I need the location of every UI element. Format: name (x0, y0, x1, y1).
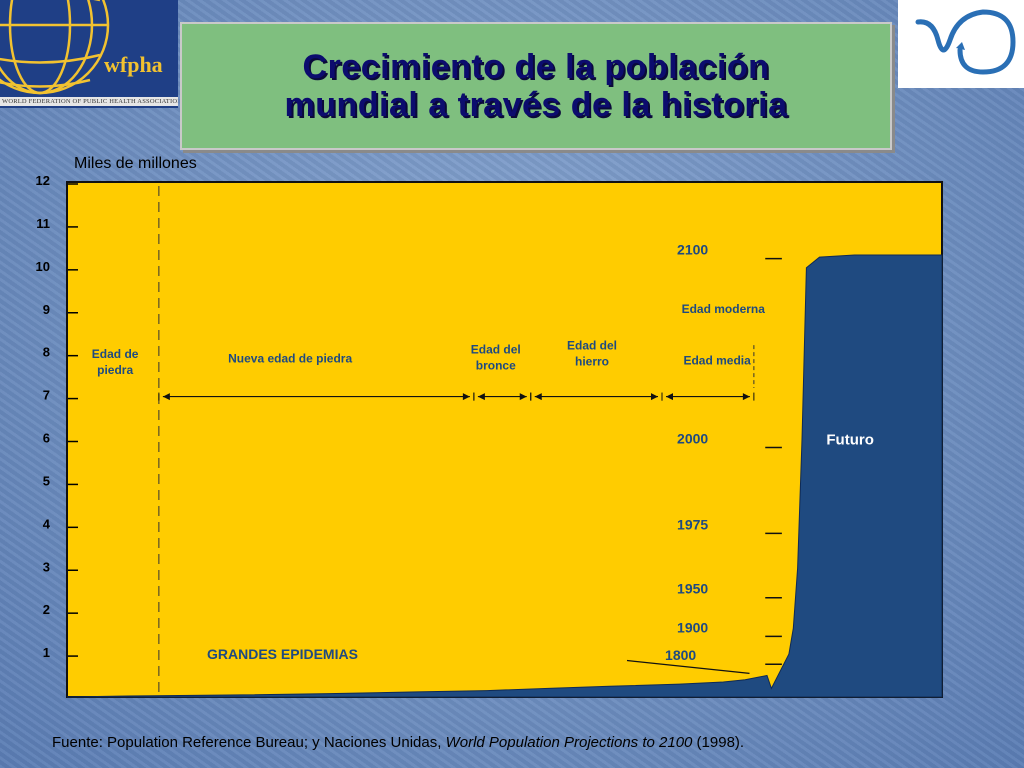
swirl-logo-icon (915, 9, 1016, 75)
era-label: Edad del bronce (471, 343, 521, 373)
year-marker-label: 1950 (677, 581, 708, 597)
future-label: Futuro (826, 432, 873, 449)
right-logo (898, 0, 1024, 88)
epidemics-label: GRANDES EPIDEMIAS (207, 646, 358, 662)
page-title-line1: Crecimiento de la población (302, 48, 770, 86)
wfpha-logo: wfpha WORLD FEDERATION OF PUBLIC HEALTH … (0, 0, 178, 108)
y-tick-label: 10 (36, 259, 50, 274)
y-tick-label: 7 (43, 388, 50, 403)
page-title-line2: mundial a través de la historia (284, 86, 788, 124)
source-suffix: (1998). (692, 734, 745, 751)
source-italic: World Population Projections to 2100 (445, 734, 693, 751)
era-label: Nueva edad de piedra (228, 351, 352, 365)
y-axis-label: Miles de millones (74, 155, 197, 172)
era-arrow-head (462, 393, 470, 401)
y-tick-label: 11 (36, 216, 50, 231)
y-tick-label: 6 (43, 431, 50, 446)
era-arrow-head (534, 393, 542, 401)
era-label: Edad media (683, 353, 751, 367)
era-arrow-head (162, 393, 170, 401)
year-marker-label: 2000 (677, 431, 708, 447)
source-prefix: Fuente: Population Reference Bureau; y N… (52, 734, 446, 751)
era-arrow-head (742, 393, 750, 401)
logo-brand-text: wfpha (104, 52, 163, 77)
year-marker-label: 2100 (677, 242, 708, 258)
y-tick-label: 4 (43, 516, 51, 531)
y-tick-label: 5 (43, 473, 50, 488)
year-marker-label: 1800 (665, 647, 696, 663)
title-box: Crecimiento de la población mundial a tr… (180, 22, 892, 150)
logo-org-text: WORLD FEDERATION OF PUBLIC HEALTH ASSOCI… (0, 97, 178, 106)
year-1800-pointer (626, 659, 750, 674)
y-tick-label: 9 (43, 302, 50, 317)
y-tick-label: 8 (43, 345, 50, 360)
y-tick-label: 1 (43, 645, 50, 660)
era-label: Edad del hierro (567, 338, 617, 368)
era-arrow-head (666, 393, 673, 401)
population-area (66, 254, 943, 698)
era-label: Edad de piedra (92, 347, 139, 377)
y-tick-label: 2 (43, 602, 50, 617)
era-arrow-head (477, 393, 485, 401)
y-tick-label: 12 (36, 173, 50, 188)
year-marker-label: 1900 (677, 619, 708, 635)
era-arrow-head (519, 393, 527, 401)
globe-icon (0, 0, 110, 95)
era-label: Edad moderna (682, 302, 766, 316)
y-tick-label: 3 (43, 559, 50, 574)
source-note: Fuente: Population Reference Bureau; y N… (52, 734, 744, 751)
year-marker-label: 1975 (677, 516, 708, 532)
era-arrow-head (651, 393, 658, 401)
